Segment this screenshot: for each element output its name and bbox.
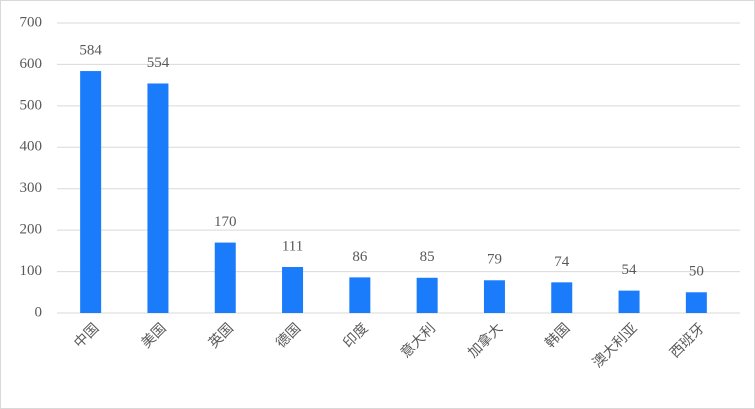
y-tick-label: 600 [20,56,43,72]
data-label: 50 [689,264,704,280]
y-tick-label: 500 [20,97,43,113]
data-label: 79 [487,252,502,268]
bar [349,277,371,313]
bar [80,71,102,313]
y-tick-label: 300 [20,180,43,196]
bar [416,277,438,313]
y-tick-label: 200 [20,222,43,238]
data-label: 74 [554,254,570,270]
bar [214,242,236,313]
data-label: 554 [147,55,170,71]
bar [618,290,640,313]
bar [483,280,505,313]
bar [551,282,573,313]
y-tick-label: 700 [20,14,43,30]
bar [147,83,169,313]
y-tick-label: 0 [35,304,43,320]
data-label: 111 [282,238,303,254]
data-label: 85 [420,249,435,265]
bar [685,292,707,313]
data-label: 86 [352,249,368,265]
bar [282,267,304,313]
data-label: 170 [214,214,237,230]
data-label: 584 [79,42,102,58]
y-tick-label: 100 [20,263,43,279]
data-label: 54 [622,262,638,278]
y-tick-label: 400 [20,139,43,155]
